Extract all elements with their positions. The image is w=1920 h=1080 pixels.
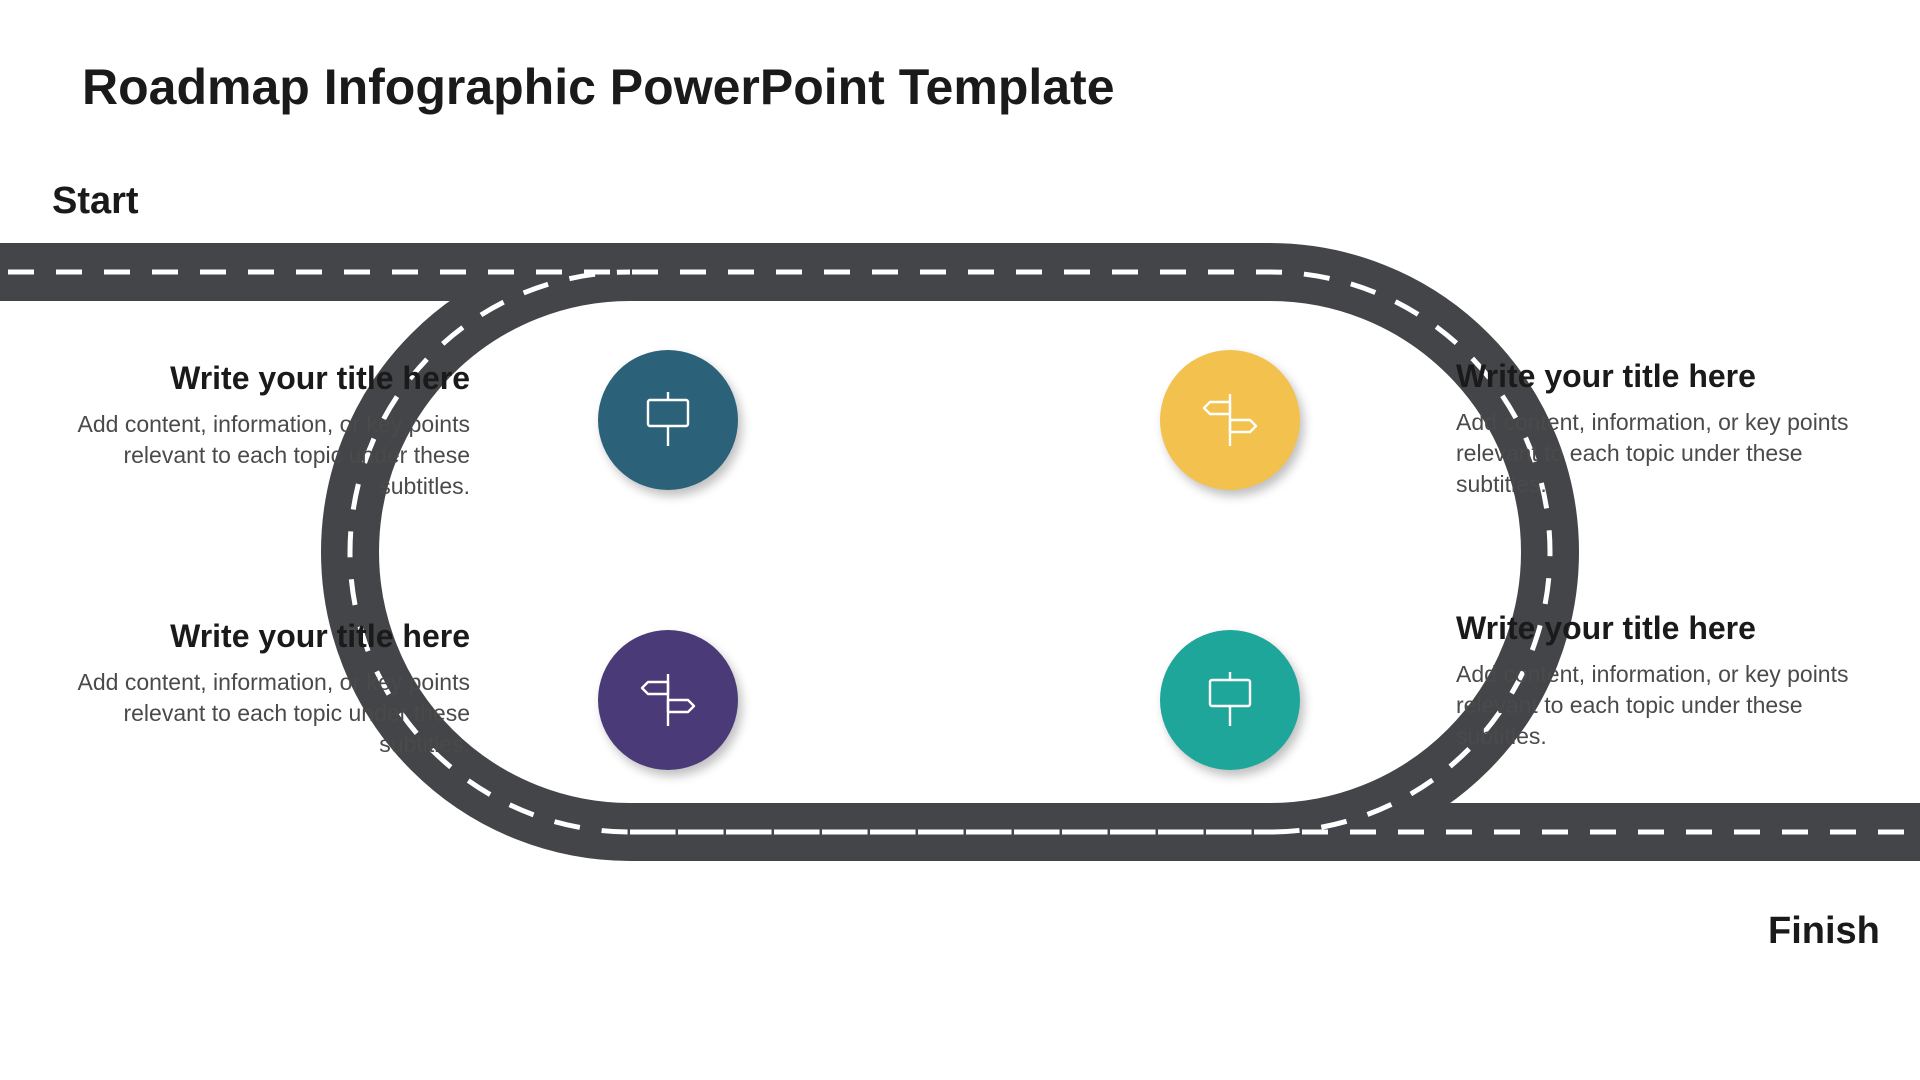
text-block-4: Write your title here Add content, infor… — [1456, 610, 1876, 752]
text-block-2: Write your title here Add content, infor… — [1456, 358, 1876, 500]
sign-board-icon — [1190, 660, 1270, 740]
text-block-2-body: Add content, information, or key points … — [1456, 407, 1876, 500]
roadmap-infographic: Roadmap Infographic PowerPoint Template … — [0, 0, 1920, 1080]
text-block-3-body: Add content, information, or key points … — [50, 667, 470, 760]
text-block-4-body: Add content, information, or key points … — [1456, 659, 1876, 752]
milestone-circle-3 — [598, 630, 738, 770]
text-block-2-title: Write your title here — [1456, 358, 1876, 395]
sign-board-icon — [628, 380, 708, 460]
text-block-1-title: Write your title here — [50, 360, 470, 397]
sign-arrows-icon — [628, 660, 708, 740]
text-block-4-title: Write your title here — [1456, 610, 1876, 647]
sign-arrows-icon — [1190, 380, 1270, 460]
text-block-1: Write your title here Add content, infor… — [50, 360, 470, 502]
text-block-3: Write your title here Add content, infor… — [50, 618, 470, 760]
text-block-1-body: Add content, information, or key points … — [50, 409, 470, 502]
text-block-3-title: Write your title here — [50, 618, 470, 655]
milestone-circle-2 — [1160, 350, 1300, 490]
milestone-circle-4 — [1160, 630, 1300, 770]
milestone-circle-1 — [598, 350, 738, 490]
road-path — [0, 0, 1920, 1080]
